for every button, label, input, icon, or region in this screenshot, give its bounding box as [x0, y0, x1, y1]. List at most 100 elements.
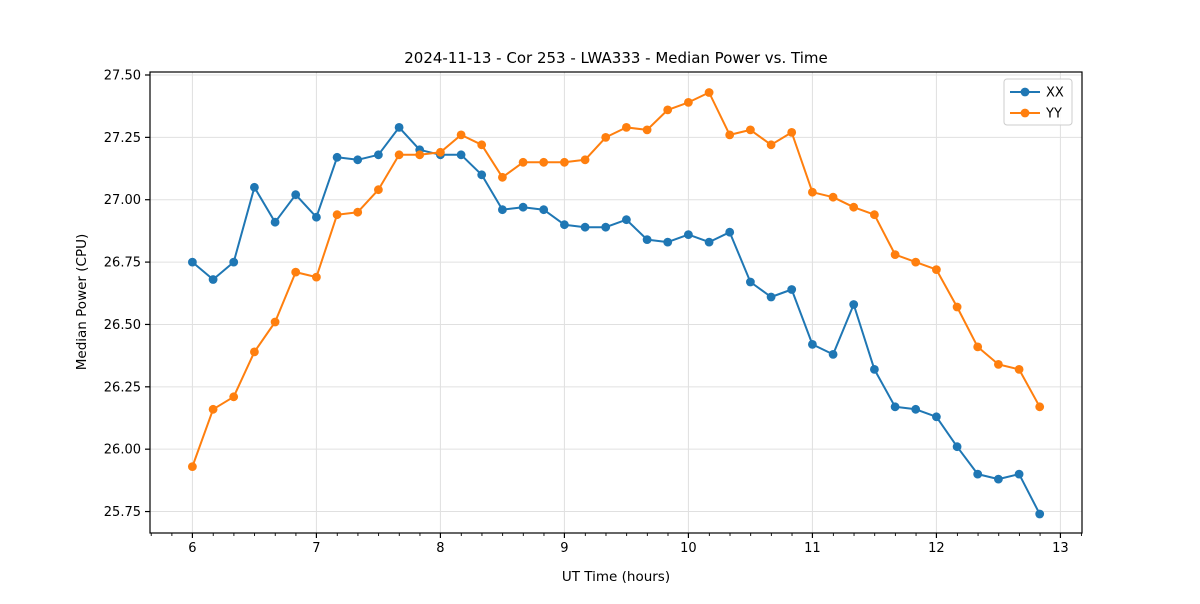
data-point-xx — [725, 227, 735, 237]
data-point-xx — [952, 442, 962, 452]
data-point-xx — [684, 230, 693, 240]
data-point-xx — [1035, 509, 1045, 519]
y-axis-label: Median Power (CPU) — [74, 234, 90, 370]
data-point-yy — [498, 172, 507, 182]
data-point-yy — [828, 192, 838, 202]
data-point-yy — [477, 140, 487, 150]
data-point-yy — [704, 88, 714, 97]
data-point-yy — [932, 265, 941, 274]
data-point-xx — [188, 257, 197, 267]
data-point-yy — [312, 272, 321, 282]
data-point-yy — [911, 257, 921, 267]
data-point-yy — [539, 157, 549, 167]
series-layer — [188, 88, 1045, 519]
data-point-yy — [291, 267, 301, 277]
data-point-xx — [332, 152, 342, 162]
x-tick-label: 9 — [560, 541, 568, 556]
data-point-yy — [456, 130, 466, 140]
data-point-xx — [1014, 469, 1024, 479]
y-tick-label: 27.00 — [104, 193, 141, 208]
chart-title: 2024-11-13 - Cor 253 - LWA333 - Median P… — [404, 49, 828, 67]
tick-layer: 6 7 8 9 10 11 12 13 25.75 26.00 26.25 26.50 26.75 27.… — [104, 68, 1082, 556]
data-point-yy — [663, 105, 673, 115]
data-point-xx — [973, 469, 983, 479]
data-point-xx — [456, 150, 466, 160]
data-point-xx — [208, 275, 218, 284]
data-point-xx — [270, 217, 280, 227]
legend-sample-marker — [1020, 108, 1030, 118]
data-point-xx — [787, 285, 797, 294]
data-point-xx — [498, 205, 507, 215]
series-line-xx — [191, 126, 1041, 515]
data-point-yy — [415, 150, 425, 160]
x-tick-label: 13 — [1052, 541, 1069, 556]
x-tick-label: 12 — [928, 541, 945, 556]
legend-samples — [1010, 87, 1040, 118]
data-point-yy — [994, 360, 1003, 369]
data-point-yy — [374, 185, 383, 195]
legend: XX YY — [1003, 78, 1073, 126]
data-point-yy — [353, 207, 363, 217]
data-point-xx — [808, 340, 817, 349]
data-point-yy — [787, 127, 797, 137]
data-point-xx — [704, 237, 714, 247]
data-point-yy — [684, 98, 693, 107]
data-point-xx — [766, 292, 776, 302]
x-tick-label: 6 — [188, 541, 196, 556]
y-tick-label: 26.00 — [104, 443, 141, 458]
data-point-xx — [580, 222, 590, 232]
data-point-xx — [622, 215, 631, 225]
data-point-yy — [890, 250, 900, 259]
data-point-yy — [250, 347, 259, 357]
data-point-xx — [932, 412, 941, 422]
data-point-yy — [952, 302, 962, 312]
grid-layer — [150, 72, 1082, 533]
data-point-xx — [250, 182, 259, 192]
data-point-yy — [270, 317, 280, 327]
data-point-yy — [518, 157, 528, 167]
data-point-yy — [973, 342, 983, 352]
data-point-yy — [725, 130, 735, 140]
data-point-xx — [601, 222, 611, 232]
data-point-xx — [870, 365, 879, 374]
data-point-yy — [560, 157, 569, 167]
x-tick-label: 8 — [436, 541, 444, 556]
data-point-xx — [828, 350, 838, 359]
data-point-yy — [332, 210, 342, 220]
legend-label-xx: XX — [1046, 86, 1064, 101]
data-point-xx — [560, 220, 569, 230]
data-point-yy — [436, 147, 445, 157]
y-tick-label: 26.75 — [104, 256, 141, 271]
y-tick-label: 26.50 — [104, 318, 141, 333]
data-point-yy — [188, 462, 197, 471]
data-point-xx — [353, 155, 363, 165]
data-point-yy — [394, 150, 404, 160]
legend-sample-marker — [1020, 87, 1030, 97]
y-tick-label: 26.25 — [104, 380, 141, 395]
y-tick-label: 27.50 — [104, 68, 141, 83]
data-point-yy — [601, 133, 611, 142]
plot-border — [149, 71, 1083, 534]
data-point-xx — [890, 402, 900, 412]
x-axis-label: UT Time (hours) — [562, 569, 670, 585]
x-tick-label: 11 — [804, 541, 821, 556]
data-point-xx — [849, 300, 859, 309]
data-point-yy — [746, 125, 755, 135]
data-point-xx — [291, 190, 301, 200]
y-tick-label: 25.75 — [104, 505, 141, 520]
data-point-yy — [622, 123, 631, 132]
data-point-xx — [911, 404, 921, 414]
data-point-xx — [394, 123, 404, 132]
data-point-xx — [746, 277, 755, 287]
data-point-yy — [1035, 402, 1045, 412]
data-point-yy — [849, 202, 859, 212]
x-tick-label: 10 — [680, 541, 697, 556]
x-tick-label: 7 — [312, 541, 320, 556]
data-point-xx — [663, 237, 673, 247]
data-point-yy — [870, 210, 879, 220]
data-point-yy — [808, 187, 817, 197]
data-point-yy — [208, 404, 218, 414]
data-point-yy — [642, 125, 652, 135]
